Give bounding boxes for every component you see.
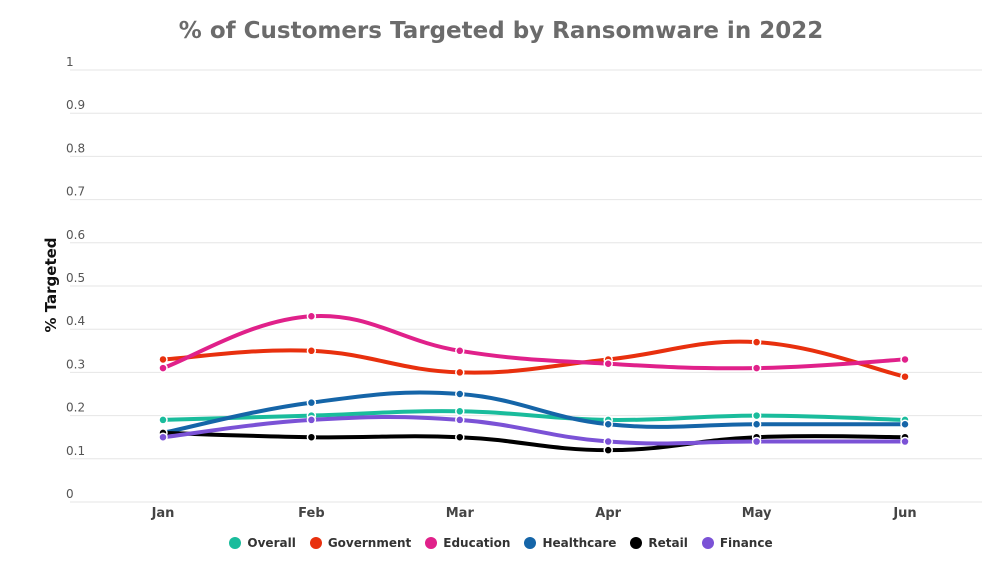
y-tick-label: 0.2 xyxy=(66,401,85,415)
series-government xyxy=(158,337,910,382)
data-point[interactable] xyxy=(900,436,910,447)
data-point[interactable] xyxy=(455,367,465,378)
data-point[interactable] xyxy=(306,397,317,408)
data-point[interactable] xyxy=(900,419,910,429)
y-axis-label: % Targeted xyxy=(42,237,60,332)
data-point[interactable] xyxy=(603,419,613,429)
data-point[interactable] xyxy=(306,415,317,425)
data-point[interactable] xyxy=(455,415,465,425)
legend-label: Healthcare xyxy=(542,536,617,550)
y-tick-label: 0.9 xyxy=(66,98,85,112)
x-tick-label: Apr xyxy=(595,506,621,521)
legend-label: Overall xyxy=(247,536,296,550)
legend-label: Education xyxy=(443,536,511,550)
data-point[interactable] xyxy=(900,371,910,382)
data-point[interactable] xyxy=(158,363,168,373)
y-tick-label: 0.4 xyxy=(66,314,85,328)
x-tick-labels: Jan Feb Mar Apr May Jun xyxy=(151,506,917,521)
y-tick-label: 0.1 xyxy=(66,444,85,458)
x-tick-label: Mar xyxy=(446,506,475,521)
legend-item-education[interactable]: Education xyxy=(425,536,510,550)
data-point[interactable] xyxy=(751,337,762,347)
series-layer xyxy=(158,311,910,455)
data-point[interactable] xyxy=(158,432,168,442)
data-point[interactable] xyxy=(455,406,465,417)
x-tick-label: Feb xyxy=(298,506,324,521)
legend-label: Finance xyxy=(719,536,773,550)
series-line xyxy=(161,430,907,453)
data-point[interactable] xyxy=(158,415,168,425)
legend-marker-icon xyxy=(524,537,537,549)
x-tick-label: Jan xyxy=(151,506,175,521)
series-healthcare xyxy=(158,389,910,438)
data-point[interactable] xyxy=(751,436,762,447)
data-point[interactable] xyxy=(751,410,762,421)
legend-item-retail[interactable]: Retail xyxy=(630,536,688,550)
legend-marker-icon xyxy=(425,537,438,549)
data-point[interactable] xyxy=(751,363,762,373)
x-tick-label: Jun xyxy=(892,506,916,521)
y-tick-label: 0 xyxy=(66,487,74,501)
y-tick-label: 0.7 xyxy=(66,185,85,199)
y-tick-labels: 0 0.1 0.2 0.3 0.4 0.5 0.6 0.7 0.8 0.9 1 xyxy=(66,55,85,501)
data-point[interactable] xyxy=(603,359,613,369)
y-tick-label: 0.5 xyxy=(66,271,85,285)
series-line xyxy=(161,339,907,379)
series-line xyxy=(161,409,907,423)
data-point[interactable] xyxy=(455,389,465,399)
legend-label: Government xyxy=(327,536,412,550)
data-point[interactable] xyxy=(306,311,317,321)
data-point[interactable] xyxy=(751,419,762,429)
data-point[interactable] xyxy=(306,432,317,442)
legend-item-overall[interactable]: Overall xyxy=(229,536,296,550)
y-tick-label: 0.6 xyxy=(66,228,85,242)
data-point[interactable] xyxy=(306,346,317,356)
legend-label: Retail xyxy=(648,536,688,550)
legend-item-healthcare[interactable]: Healthcare xyxy=(524,536,616,550)
series-education xyxy=(158,311,910,373)
legend-marker-icon xyxy=(630,537,643,549)
data-point[interactable] xyxy=(603,445,613,455)
legend-item-government[interactable]: Government xyxy=(309,536,412,550)
legend-marker-icon xyxy=(701,537,714,549)
legend: Overall Government Education Healthcare Reta… xyxy=(0,536,1002,550)
data-point[interactable] xyxy=(455,432,465,442)
y-tick-label: 0.8 xyxy=(66,141,85,155)
series-line xyxy=(161,313,907,371)
data-point[interactable] xyxy=(603,436,613,447)
data-point[interactable] xyxy=(900,354,910,365)
series-line xyxy=(161,414,907,446)
x-tick-label: May xyxy=(742,506,772,521)
chart-title: % of Customers Targeted by Ransomware in… xyxy=(178,18,824,44)
series-finance xyxy=(158,414,910,447)
y-tick-label: 0.3 xyxy=(66,357,85,371)
y-tick-label: 1 xyxy=(66,55,74,69)
data-point[interactable] xyxy=(158,354,168,365)
legend-marker-icon xyxy=(229,537,242,549)
series-line xyxy=(161,390,907,435)
data-point[interactable] xyxy=(455,346,465,356)
legend-item-finance[interactable]: Finance xyxy=(701,536,773,550)
legend-marker-icon xyxy=(309,537,322,549)
